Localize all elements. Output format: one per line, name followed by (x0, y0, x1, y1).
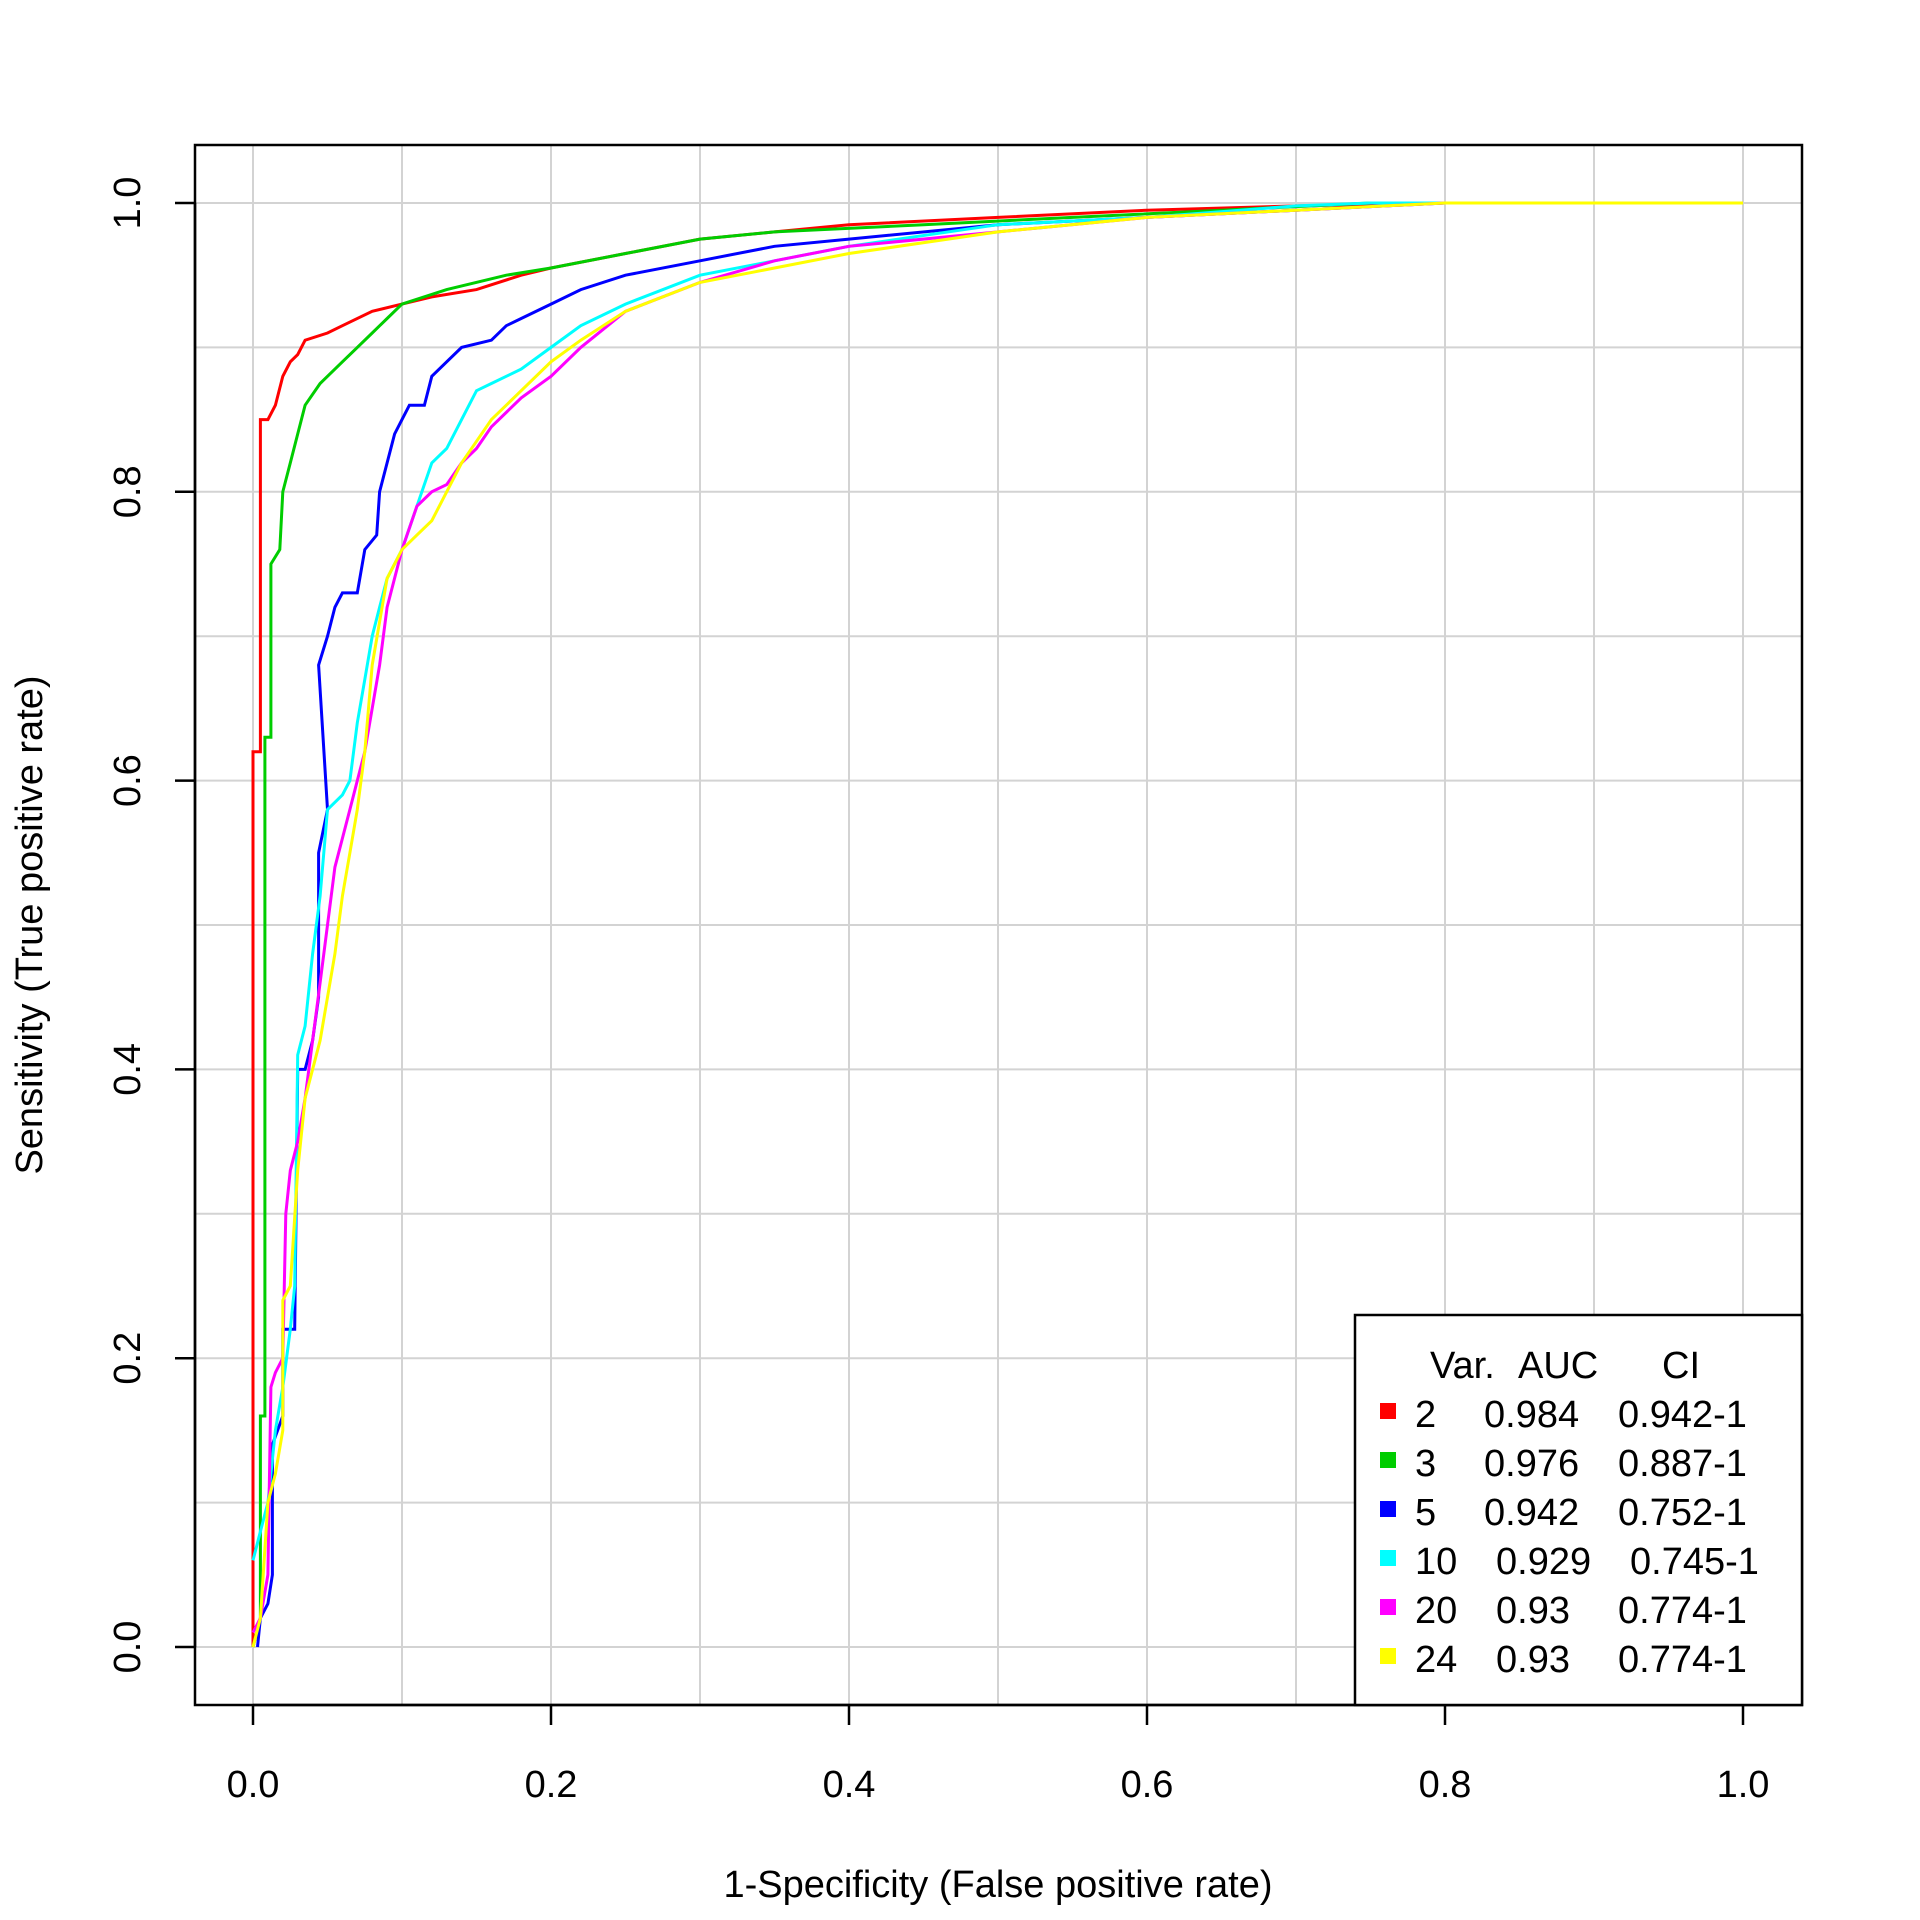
y-tick-label: 0.8 (107, 465, 149, 518)
legend-auc: 0.976 (1484, 1443, 1579, 1485)
legend-ci: 0.752-1 (1618, 1492, 1747, 1534)
x-tick-label: 1.0 (1717, 1764, 1770, 1806)
legend-var: 10 (1415, 1541, 1457, 1583)
legend-var: 5 (1415, 1492, 1436, 1534)
legend-header-var: Var. (1430, 1345, 1495, 1387)
legend-header-auc: AUC (1518, 1345, 1598, 1387)
y-tick-label: 0.6 (107, 754, 149, 807)
legend-row-var-5: 5 0.942 0.752-1 (1380, 1492, 1747, 1534)
legend-ci: 0.774-1 (1618, 1590, 1747, 1632)
legend-row-var-10: 10 0.929 0.745-1 (1380, 1541, 1759, 1583)
y-tick-label: 0.4 (107, 1043, 149, 1096)
legend-rows: 2 0.984 0.942-1 3 0.976 0.887-1 5 0.942 0.752-1 1… (1380, 1394, 1759, 1681)
x-axis-title: 1-Specificity (False positive rate) (723, 1864, 1272, 1906)
x-tick-label: 0.8 (1419, 1764, 1472, 1806)
legend-row-var-20: 20 0.93 0.774-1 (1380, 1590, 1747, 1632)
y-tick-label: 1.0 (107, 177, 149, 230)
legend-row-var-2: 2 0.984 0.942-1 (1380, 1394, 1747, 1436)
y-axis-title: Sensitivity (True positive rate) (9, 675, 51, 1174)
roc-curve-var-20 (251, 201, 1743, 1634)
legend-ci: 0.942-1 (1618, 1394, 1747, 1436)
legend-ci: 0.745-1 (1630, 1541, 1759, 1583)
legend-auc: 0.93 (1496, 1590, 1570, 1632)
legend-auc: 0.929 (1496, 1541, 1591, 1583)
legend-header-ci: CI (1662, 1345, 1700, 1387)
legend-swatch (1380, 1501, 1396, 1517)
legend-auc: 0.93 (1496, 1639, 1570, 1681)
legend-swatch (1380, 1599, 1396, 1615)
legend-swatch (1380, 1550, 1396, 1566)
legend-ci: 0.774-1 (1618, 1639, 1747, 1681)
legend-swatch (1380, 1452, 1396, 1468)
x-tick-label: 0.4 (823, 1764, 876, 1806)
legend-auc: 0.942 (1484, 1492, 1579, 1534)
legend-swatch (1380, 1403, 1396, 1419)
legend-auc: 0.984 (1484, 1394, 1579, 1436)
legend-var: 3 (1415, 1443, 1436, 1485)
y-tick-label: 0.2 (107, 1332, 149, 1385)
legend-var: 24 (1415, 1639, 1457, 1681)
y-axis: 0.0 0.2 0.4 0.6 0.8 1.0 (107, 177, 197, 1674)
legend-row-var-24: 24 0.93 0.774-1 (1380, 1639, 1747, 1681)
roc-curve-var-3 (251, 201, 1743, 1648)
x-tick-label: 0.0 (227, 1764, 280, 1806)
legend-row-var-3: 3 0.976 0.887-1 (1380, 1443, 1747, 1485)
legend: Var. AUC CI 2 0.984 0.942-1 3 0.976 0.887-1 5 0… (1353, 1313, 1804, 1707)
y-tick-label: 0.0 (107, 1621, 149, 1674)
x-tick-label: 0.2 (525, 1764, 578, 1806)
legend-swatch (1380, 1648, 1396, 1664)
roc-curve-var-24 (251, 201, 1743, 1648)
legend-var: 20 (1415, 1590, 1457, 1632)
legend-box (1353, 1313, 1804, 1707)
x-tick-label: 0.6 (1121, 1764, 1174, 1806)
roc-curves (251, 201, 1743, 1648)
legend-ci: 0.887-1 (1618, 1443, 1747, 1485)
legend-var: 2 (1415, 1394, 1436, 1436)
